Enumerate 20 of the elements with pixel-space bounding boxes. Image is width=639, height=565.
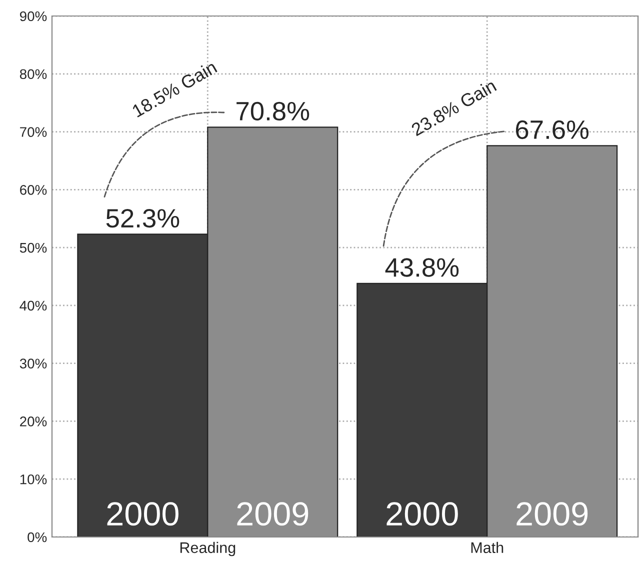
y-tick-label: 60% <box>20 185 47 195</box>
y-tick-label: 30% <box>20 358 47 369</box>
y-tick-label: 80% <box>20 69 47 80</box>
text: 70.8% <box>236 102 310 121</box>
y-tick-label: 90% <box>20 11 47 22</box>
y-tick-label: 40% <box>20 300 47 311</box>
y-tick-label: 0% <box>28 532 47 542</box>
series-label: 2000 <box>107 502 178 526</box>
y-tick-label: 50% <box>20 242 47 253</box>
y-tick-label: 70% <box>20 127 47 137</box>
series-label: 2009 <box>237 502 308 526</box>
text: 67.6% <box>516 120 589 140</box>
text: 2009 <box>516 502 588 526</box>
text: 52.3% <box>106 208 180 228</box>
x-tick-label: Reading <box>180 542 236 556</box>
text: 2000 <box>386 502 458 526</box>
y-tick-label: 20% <box>20 416 47 426</box>
y-tick-label: 10% <box>20 474 47 484</box>
x-tick-label: Math <box>471 542 504 554</box>
text: 43.8% <box>385 258 459 277</box>
